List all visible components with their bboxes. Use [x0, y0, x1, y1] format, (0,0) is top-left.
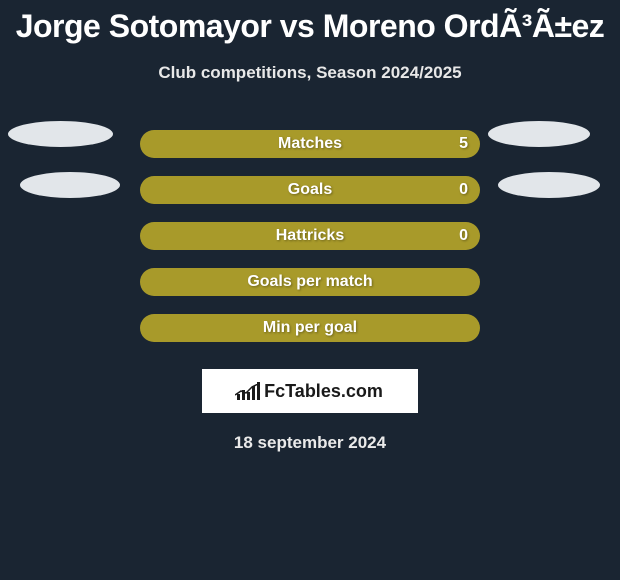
stat-value: 5 [459, 135, 468, 153]
logo-box: FcTables.com [202, 369, 418, 413]
stat-rows: Matches 5 Goals 0 Hattricks 0 Goals per … [0, 121, 620, 351]
date-label: 18 september 2024 [0, 433, 620, 453]
stat-label: Hattricks [276, 227, 344, 245]
stat-value: 0 [459, 227, 468, 245]
stat-row: Matches 5 [0, 121, 620, 167]
bar-chart-icon [237, 382, 260, 400]
page-title: Jorge Sotomayor vs Moreno OrdÃ³Ã±ez [0, 8, 620, 45]
trend-line-icon [235, 384, 259, 396]
stat-label: Goals per match [247, 273, 372, 291]
stat-label: Min per goal [263, 319, 357, 337]
stat-bar: Min per goal [140, 314, 480, 342]
stat-bar: Matches 5 [140, 130, 480, 158]
stat-label: Goals [288, 181, 332, 199]
subtitle: Club competitions, Season 2024/2025 [0, 63, 620, 83]
stat-value: 0 [459, 181, 468, 199]
stat-row: Goals 0 [0, 167, 620, 213]
stat-bar: Goals per match [140, 268, 480, 296]
stat-bar: Goals 0 [140, 176, 480, 204]
comparison-widget: Jorge Sotomayor vs Moreno OrdÃ³Ã±ez Club… [0, 0, 620, 453]
logo-text: FcTables.com [264, 381, 383, 402]
stat-label: Matches [278, 135, 342, 153]
logo: FcTables.com [237, 381, 383, 402]
stat-row: Hattricks 0 [0, 213, 620, 259]
stat-row: Goals per match [0, 259, 620, 305]
stat-row: Min per goal [0, 305, 620, 351]
stat-bar: Hattricks 0 [140, 222, 480, 250]
